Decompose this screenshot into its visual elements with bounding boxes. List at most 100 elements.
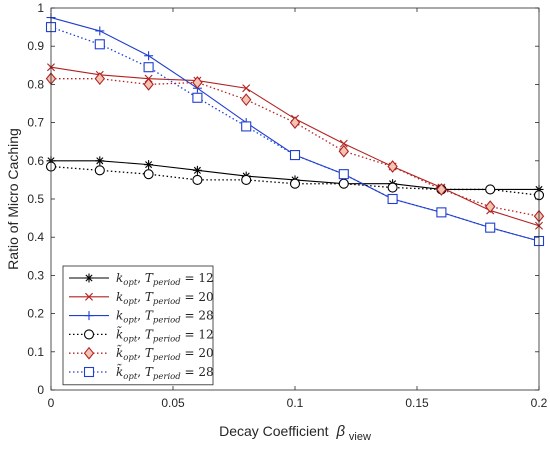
legend-label-part: k <box>116 290 123 304</box>
ticks-layer: 0 0.05 0.1 0.15 0.2 0 0.1 0.2 0.3 0.4 0.5 0.6 0.7 0.8… <box>27 1 547 410</box>
y-tick-label: 0.9 <box>27 39 44 53</box>
legend-marker <box>84 311 94 321</box>
legend-label: k̃opt, Tperiod = 28 <box>116 363 214 382</box>
legend-label-part: , <box>137 327 145 341</box>
data-point <box>192 92 203 103</box>
legend-label: k̃opt, Tperiod = 12 <box>116 326 214 345</box>
data-point <box>289 178 301 189</box>
y-tick-label: 0.5 <box>27 192 44 206</box>
x-tick-label: 0.1 <box>287 396 304 410</box>
data-point <box>143 78 154 91</box>
legend-label-part: period <box>153 316 181 326</box>
legend-label-part: T <box>145 271 154 285</box>
data-point <box>338 169 349 180</box>
legend-label-part: T <box>145 309 154 323</box>
legend-label-part: T <box>145 365 154 379</box>
legend-label: kopt, Tperiod = 12 <box>116 271 214 288</box>
data-point <box>436 183 447 196</box>
series-5 <box>45 72 545 223</box>
legend-entry: kopt, Tperiod = 20 <box>69 290 214 307</box>
legend-label: kopt, Tperiod = 28 <box>116 309 214 326</box>
legend-label-part: k <box>116 271 123 285</box>
x-axis-title: Decay Coefficient β view <box>219 423 371 443</box>
legend-label-part: = 28 <box>181 309 214 323</box>
legend-label: k̃opt, Tperiod = 20 <box>116 345 214 364</box>
legend-entry: k̃opt, Tperiod = 28 <box>69 363 214 382</box>
data-point <box>241 174 252 185</box>
legend-label-part: T <box>145 346 154 360</box>
data-point <box>240 93 252 107</box>
data-point <box>143 62 154 73</box>
legend-marker <box>85 292 93 301</box>
x-tick-label: 0.15 <box>405 396 429 410</box>
data-point <box>338 178 349 189</box>
legend-label-part: opt <box>123 372 138 382</box>
data-point <box>94 72 106 86</box>
data-point <box>485 222 496 233</box>
x-axis-title-subscript: view <box>349 431 371 443</box>
legend-label-part: opt <box>123 353 138 363</box>
legend-label-part: = 20 <box>181 346 214 360</box>
data-point <box>242 84 251 93</box>
legend-label-part: , <box>137 346 145 360</box>
legend-label-part: k <box>116 309 123 323</box>
data-point <box>339 139 348 148</box>
y-tick-label: 0.4 <box>27 230 44 244</box>
y-tick-label: 1 <box>37 1 44 15</box>
data-point <box>144 160 154 170</box>
legend-label-part: , <box>137 271 145 285</box>
y-tick-label: 0.3 <box>27 268 44 282</box>
legend-label-part: k̃ <box>116 363 123 379</box>
legend-label-part: = 12 <box>181 327 214 341</box>
legend-label-part: period <box>153 278 181 288</box>
legend-entry: k̃opt, Tperiod = 12 <box>69 326 214 345</box>
data-point <box>289 116 301 129</box>
x-tick-label: 0.2 <box>531 396 548 410</box>
data-point <box>387 182 398 193</box>
y-tick-label: 0 <box>37 383 44 397</box>
x-tick-label: 0 <box>48 396 55 410</box>
data-point <box>338 144 350 158</box>
legend-label-part: T <box>145 327 154 341</box>
data-point <box>387 193 398 205</box>
legend-label-part: opt <box>123 278 138 288</box>
data-point <box>192 76 203 89</box>
legend-marker <box>83 346 95 360</box>
series-6 <box>45 22 545 247</box>
data-point <box>192 165 202 175</box>
data-point <box>94 39 105 50</box>
data-point <box>143 169 154 180</box>
data-point <box>192 174 203 185</box>
legend-label-part: period <box>153 372 181 382</box>
data-point <box>95 156 105 166</box>
legend-label-part: period <box>153 353 181 363</box>
data-point <box>144 51 154 61</box>
legend-label-part: k̃ <box>116 345 123 361</box>
legend-box <box>62 265 214 386</box>
legend-label-part: T <box>145 290 154 304</box>
y-tick-label: 0.7 <box>27 116 44 130</box>
x-axis-title-symbol: β <box>335 423 345 440</box>
y-tick-label: 0.6 <box>27 154 44 168</box>
legend-entry: kopt, Tperiod = 28 <box>69 309 214 326</box>
legend-label-part: , <box>137 309 145 323</box>
data-point <box>485 184 496 195</box>
y-axis-title: Ratio of Micro Caching <box>5 128 21 270</box>
y-tick-label: 0.2 <box>27 307 44 321</box>
legend-label-part: k̃ <box>116 326 123 342</box>
legend-label-part: opt <box>123 316 138 326</box>
legend-label-part: = 12 <box>181 271 214 285</box>
data-point <box>95 26 105 36</box>
x-axis-title-text: Decay Coefficient <box>219 423 329 439</box>
legend-marker <box>83 329 95 340</box>
legend-marker <box>83 366 95 378</box>
legend-label-part: = 28 <box>181 365 214 379</box>
legend-label-part: , <box>137 290 145 304</box>
data-point <box>484 200 496 214</box>
legend-label-part: , <box>137 365 145 379</box>
legend-marker <box>84 273 94 283</box>
data-point <box>94 165 105 176</box>
